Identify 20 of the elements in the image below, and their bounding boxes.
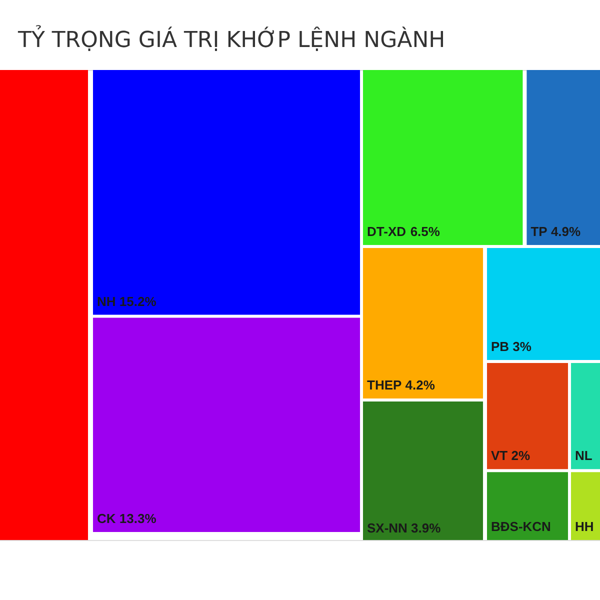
data-label: 13.3% [119, 510, 157, 526]
text: TỶ TRỌNG GIÁ TRỊ KHỚP LỆNH NGÀNH [17, 25, 446, 53]
category-label: HH [575, 519, 594, 534]
data-label: 4.2% [405, 378, 436, 392]
category-label: NH [97, 294, 116, 309]
data-label: 4.9% [550, 224, 582, 239]
category-label: VT [491, 448, 508, 464]
category-label: THEP [367, 378, 402, 392]
data-label: 3.9% [411, 520, 442, 536]
category-label: DT-XD [367, 224, 406, 239]
category-label: CK [97, 510, 116, 526]
data-label: 6.5% [410, 224, 440, 239]
category-label: TP [530, 224, 548, 239]
data-label: 2% [511, 448, 530, 464]
category-label: SX-NN [367, 520, 408, 536]
data-label: 3% [512, 339, 532, 354]
category-label: NL [575, 448, 592, 464]
category-label: PB [491, 339, 510, 354]
category-label: BĐS-KCN [491, 519, 551, 534]
data-label: 15.2% [119, 294, 157, 309]
